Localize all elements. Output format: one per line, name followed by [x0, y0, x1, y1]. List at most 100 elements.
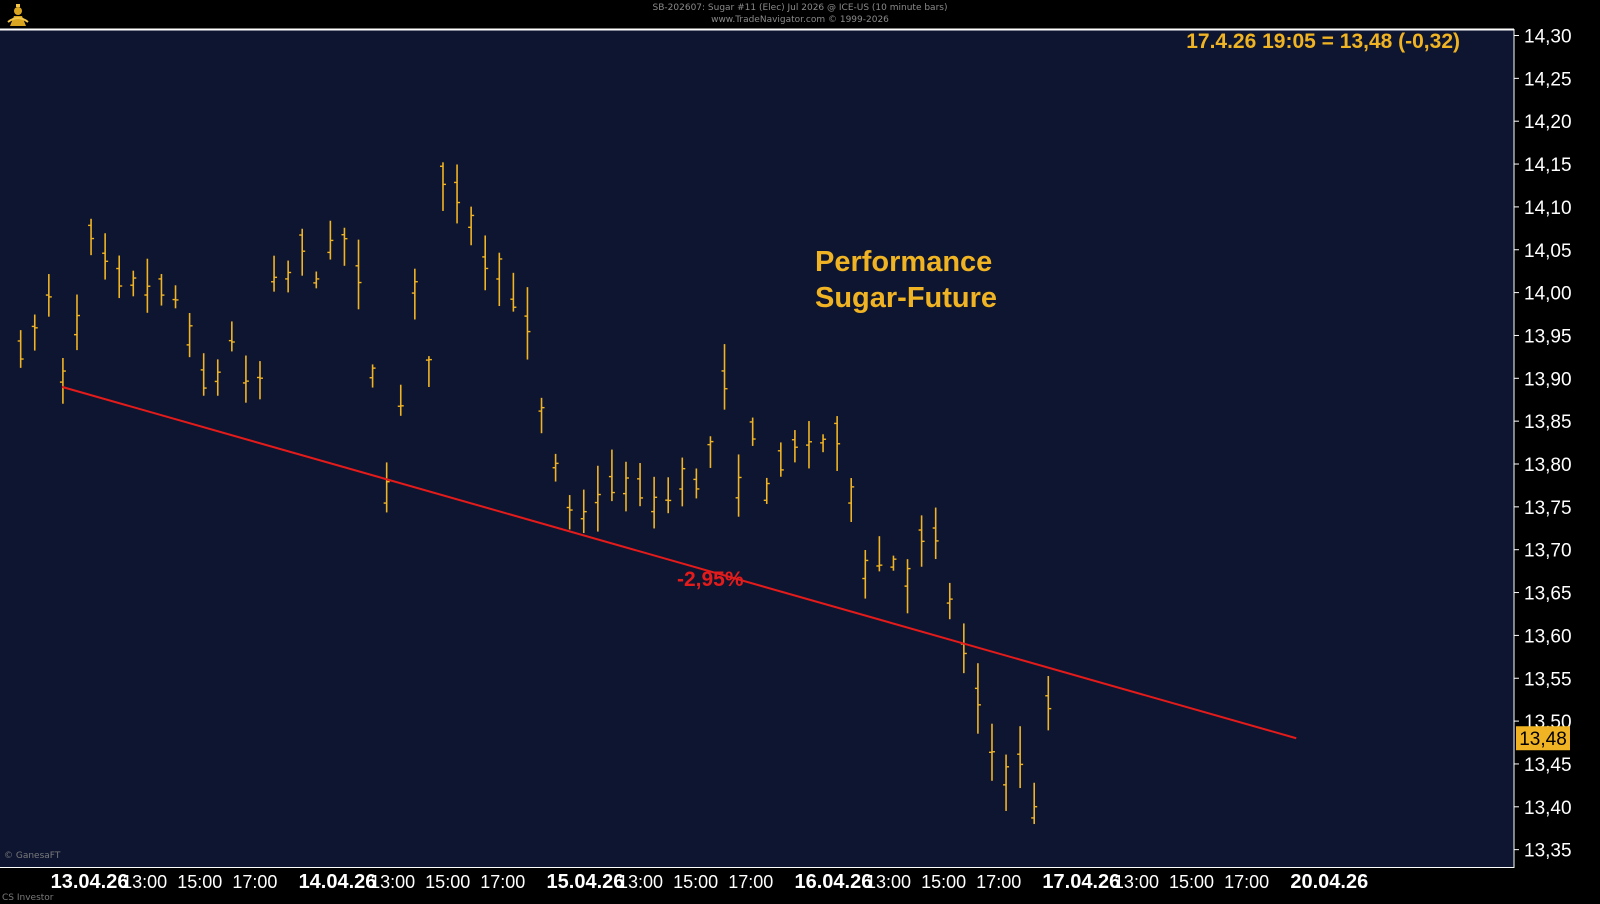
y-tick-label: 14,30 [1524, 27, 1572, 48]
ohlc-bar [637, 463, 644, 507]
y-tick-label: 13,75 [1524, 498, 1572, 519]
x-tick-label: 17:00 [232, 872, 277, 892]
plot-background [0, 30, 1514, 868]
ohlc-bar [327, 220, 334, 260]
ohlc-bar [735, 454, 742, 517]
ohlc-bar [214, 359, 221, 396]
ohlc-bar [608, 449, 615, 502]
ohlc-bar [946, 582, 953, 620]
watermark-text: © GanesaFT [4, 851, 61, 861]
ohlc-bar [411, 268, 418, 320]
y-tick-label: 13,40 [1524, 798, 1572, 819]
ohlc-bar [285, 260, 292, 293]
y-tick-label: 14,00 [1524, 284, 1572, 305]
trend-percent-label: -2,95% [677, 568, 744, 591]
ohlc-bar [510, 272, 517, 312]
ohlc-bar [397, 384, 404, 416]
ohlc-bar [45, 274, 52, 317]
x-tick-label: 15:00 [1169, 872, 1214, 892]
ohlc-bar [721, 344, 728, 410]
ohlc-bar [918, 515, 925, 567]
ohlc-bar [439, 162, 446, 211]
ohlc-bar [383, 462, 390, 513]
ohlc-bar [763, 477, 770, 504]
ohlc-bar [59, 358, 66, 404]
ohlc-bar [468, 206, 475, 246]
ohlc-bar [805, 421, 812, 469]
ohlc-bar [454, 164, 461, 224]
ohlc-bar [425, 356, 432, 387]
ohlc-bar [200, 353, 207, 396]
ohlc-bar [552, 453, 559, 482]
ohlc-bar [580, 489, 587, 534]
y-tick-label: 13,90 [1524, 369, 1572, 390]
ohlc-bar [256, 361, 263, 400]
ohlc-bar [988, 723, 995, 781]
ohlc-bar [848, 478, 855, 522]
x-tick-label: 17:00 [728, 872, 773, 892]
ohlc-bar [749, 417, 756, 446]
ohlc-bar [876, 536, 883, 572]
ohlc-bar [524, 287, 531, 360]
ohlc-bar [17, 330, 24, 368]
ohlc-bar [299, 228, 306, 276]
last-price-label: 13,48 [1519, 729, 1567, 750]
ohlc-bar [144, 258, 151, 313]
last-price-marker: 13,48 [1516, 726, 1570, 751]
x-tick-label: 13.04.26 [51, 871, 129, 893]
ohlc-bar [369, 364, 376, 388]
ohlc-bar [355, 239, 362, 310]
ohlc-bar [622, 461, 629, 512]
ohlc-bar [73, 294, 80, 351]
ganesha-logo-icon [7, 4, 29, 26]
ohlc-bar [130, 270, 137, 297]
x-tick-label: 13:00 [866, 872, 911, 892]
x-tick-label: 15:00 [425, 872, 470, 892]
y-tick-label: 14,10 [1524, 198, 1572, 219]
y-tick-label: 14,25 [1524, 69, 1572, 90]
ohlc-bar [932, 507, 939, 560]
x-tick-label: 13:00 [370, 872, 415, 892]
x-tick-label: 17.04.26 [1042, 871, 1120, 893]
y-tick-label: 13,85 [1524, 412, 1572, 433]
ohlc-bar [1031, 782, 1038, 825]
footer-text: CS Investor [2, 893, 54, 903]
ohlc-bar [594, 465, 601, 532]
y-tick-label: 13,95 [1524, 326, 1572, 347]
chart-header-line1: SB-202607: Sugar #11 (Elec) Jul 2026 @ I… [652, 3, 948, 13]
ohlc-bar [313, 271, 320, 289]
ohlc-bar [186, 312, 193, 358]
x-tick-label: 15:00 [177, 872, 222, 892]
trend-line [61, 385, 1297, 740]
ohlc-bar [1017, 726, 1024, 789]
ohlc-bar [116, 255, 123, 299]
y-tick-label: 13,45 [1524, 755, 1572, 776]
y-tick-label: 13,65 [1524, 584, 1572, 605]
x-tick-label: 13:00 [122, 872, 167, 892]
ohlc-bar [158, 273, 165, 306]
x-tick-label: 14.04.26 [299, 871, 377, 893]
x-tick-label: 15:00 [921, 872, 966, 892]
x-tick-label: 16.04.26 [794, 871, 872, 893]
last-quote-label: 17.4.26 19:05 = 13,48 (-0,32) [1186, 30, 1460, 53]
ohlc-bar [665, 477, 672, 514]
ohlc-bar [679, 457, 686, 507]
y-tick-label: 13,70 [1524, 541, 1572, 562]
ohlc-bar [834, 416, 841, 471]
y-tick-label: 14,05 [1524, 241, 1572, 262]
ohlc-bar [1045, 676, 1052, 731]
y-tick-label: 13,35 [1524, 841, 1572, 862]
ohlc-bar [707, 436, 714, 468]
chart-title: Performance Sugar-Future [815, 244, 997, 316]
y-tick-label: 14,20 [1524, 112, 1572, 133]
ohlc-bar [820, 434, 827, 453]
ohlc-bar [974, 663, 981, 734]
ohlc-bar [341, 227, 348, 266]
last-price-box [1516, 726, 1570, 751]
y-tick-label: 13,60 [1524, 626, 1572, 647]
y-tick-label: 13,80 [1524, 455, 1572, 476]
x-tick-label: 20.04.26 [1290, 871, 1368, 893]
y-axis: 13,3513,4013,4513,5013,5513,6013,6513,70… [1514, 27, 1572, 862]
